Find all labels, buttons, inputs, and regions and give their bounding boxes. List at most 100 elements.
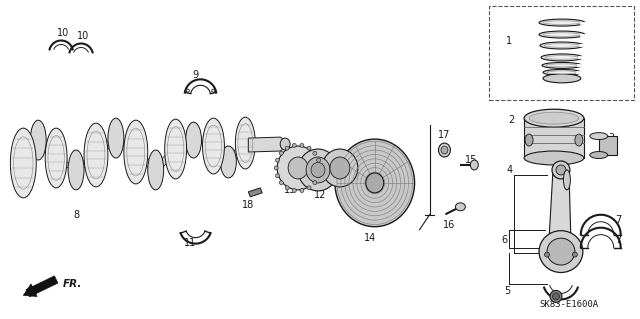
Ellipse shape <box>539 31 585 38</box>
Ellipse shape <box>529 112 579 124</box>
Text: 8: 8 <box>73 210 79 220</box>
Text: 16: 16 <box>444 220 456 230</box>
Text: 7: 7 <box>616 215 622 225</box>
Polygon shape <box>131 152 161 170</box>
Text: 18: 18 <box>242 200 255 210</box>
Polygon shape <box>92 138 121 155</box>
Ellipse shape <box>539 19 585 26</box>
Ellipse shape <box>590 133 608 140</box>
Ellipse shape <box>298 149 338 191</box>
Ellipse shape <box>212 89 215 92</box>
Ellipse shape <box>277 146 319 190</box>
Ellipse shape <box>68 150 84 190</box>
Ellipse shape <box>543 33 581 36</box>
Bar <box>489 6 634 100</box>
Ellipse shape <box>307 186 311 190</box>
Ellipse shape <box>108 118 124 158</box>
Ellipse shape <box>292 189 296 192</box>
Ellipse shape <box>543 70 581 75</box>
Ellipse shape <box>10 128 36 198</box>
Polygon shape <box>189 140 218 146</box>
Polygon shape <box>111 138 141 152</box>
Ellipse shape <box>547 71 577 74</box>
Ellipse shape <box>317 158 321 162</box>
Ellipse shape <box>470 160 478 170</box>
Ellipse shape <box>543 21 581 24</box>
Polygon shape <box>71 155 100 170</box>
Ellipse shape <box>276 174 280 178</box>
Ellipse shape <box>279 181 284 185</box>
Ellipse shape <box>306 157 330 183</box>
Polygon shape <box>18 140 43 163</box>
Polygon shape <box>549 170 571 240</box>
Ellipse shape <box>541 54 583 61</box>
Text: SK83-E1600A: SK83-E1600A <box>540 300 598 309</box>
Ellipse shape <box>540 42 584 49</box>
Ellipse shape <box>543 74 581 83</box>
Ellipse shape <box>456 203 465 211</box>
Ellipse shape <box>335 139 415 227</box>
Text: FR.: FR. <box>63 279 83 289</box>
Ellipse shape <box>288 157 308 179</box>
Polygon shape <box>248 188 262 197</box>
Ellipse shape <box>317 174 321 178</box>
Polygon shape <box>248 137 285 152</box>
Ellipse shape <box>524 151 584 165</box>
Text: 2: 2 <box>508 115 515 125</box>
Text: 7: 7 <box>616 235 622 245</box>
Ellipse shape <box>545 56 579 59</box>
Ellipse shape <box>330 157 350 179</box>
Ellipse shape <box>552 293 559 300</box>
Ellipse shape <box>552 161 570 179</box>
Ellipse shape <box>279 151 284 155</box>
Ellipse shape <box>202 118 225 174</box>
Ellipse shape <box>292 144 296 147</box>
Ellipse shape <box>30 120 46 160</box>
Text: 6: 6 <box>501 235 508 245</box>
Text: 12: 12 <box>314 190 326 200</box>
Polygon shape <box>172 140 198 149</box>
Polygon shape <box>599 136 617 155</box>
Ellipse shape <box>164 119 187 179</box>
Ellipse shape <box>590 152 608 159</box>
Text: 13: 13 <box>284 185 296 195</box>
Ellipse shape <box>45 128 67 188</box>
Ellipse shape <box>311 162 325 177</box>
Ellipse shape <box>539 231 583 272</box>
Ellipse shape <box>575 134 583 146</box>
Text: 10: 10 <box>57 27 69 38</box>
Polygon shape <box>151 149 180 170</box>
Text: 15: 15 <box>465 155 477 165</box>
Ellipse shape <box>186 122 202 158</box>
Text: 10: 10 <box>77 31 89 41</box>
Ellipse shape <box>547 238 575 265</box>
Ellipse shape <box>441 146 448 154</box>
Ellipse shape <box>307 146 311 150</box>
Ellipse shape <box>276 158 280 162</box>
Text: 13: 13 <box>336 190 348 200</box>
Polygon shape <box>223 143 250 162</box>
Text: 14: 14 <box>364 233 376 243</box>
Text: 11: 11 <box>184 238 196 248</box>
Text: 3: 3 <box>609 133 615 143</box>
Ellipse shape <box>546 64 578 67</box>
Text: 1: 1 <box>506 35 512 46</box>
Ellipse shape <box>280 138 290 150</box>
Ellipse shape <box>550 290 562 302</box>
Text: 17: 17 <box>438 130 451 140</box>
Text: 5: 5 <box>504 286 510 296</box>
Ellipse shape <box>274 166 278 170</box>
Ellipse shape <box>572 252 577 257</box>
Ellipse shape <box>525 134 533 146</box>
Polygon shape <box>26 276 58 297</box>
Text: 4: 4 <box>506 165 512 175</box>
Ellipse shape <box>542 63 582 68</box>
Ellipse shape <box>366 173 384 193</box>
Ellipse shape <box>236 117 255 169</box>
Ellipse shape <box>563 170 570 190</box>
Ellipse shape <box>313 181 317 185</box>
Ellipse shape <box>148 150 164 190</box>
Ellipse shape <box>300 189 304 192</box>
Ellipse shape <box>84 123 108 187</box>
Polygon shape <box>33 140 61 158</box>
